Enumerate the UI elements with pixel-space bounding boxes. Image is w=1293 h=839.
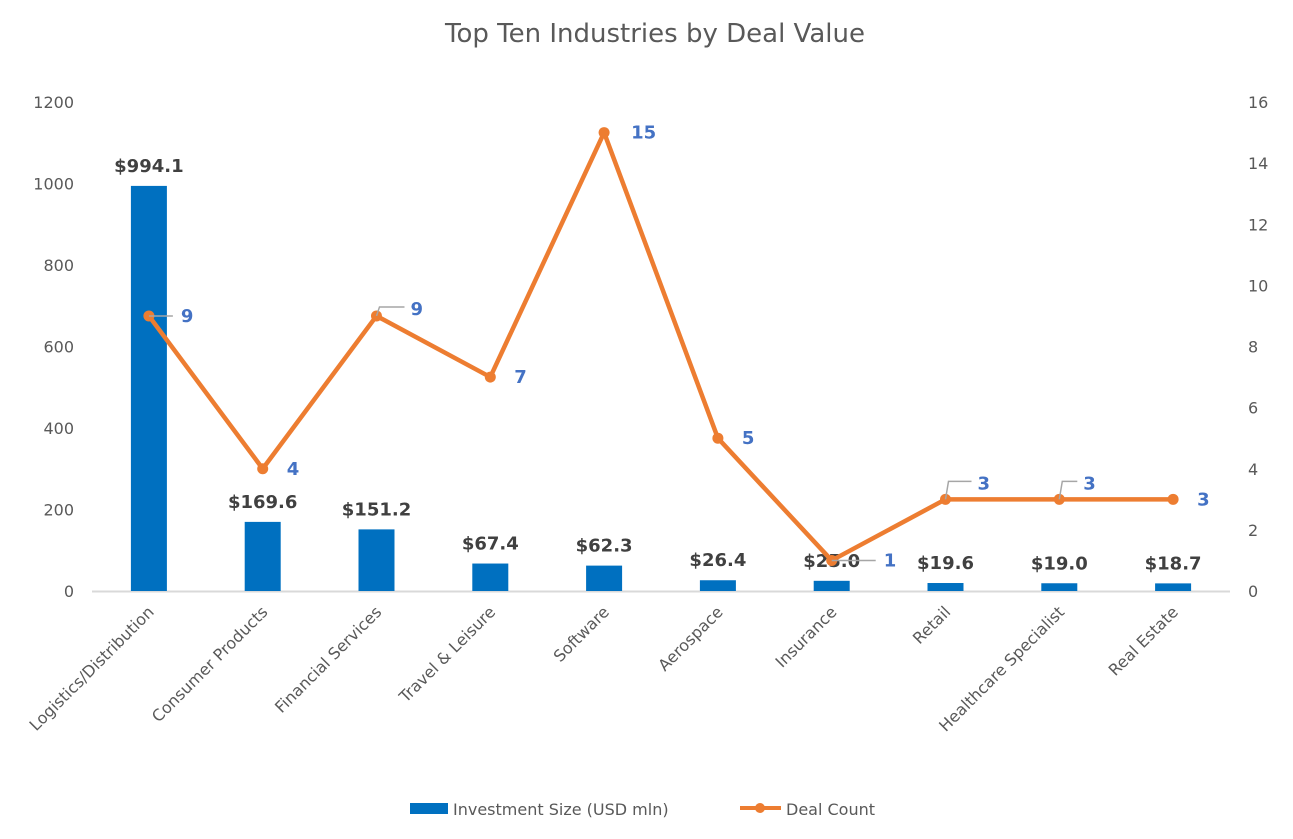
chart-title: Top Ten Industries by Deal Value (444, 19, 865, 49)
leader-line (1058, 480, 1078, 500)
bar-data-label: $19.6 (917, 553, 974, 574)
bar (130, 185, 167, 592)
y-axis-right: 0 2 4 6 8 10 12 14 16 (1248, 93, 1268, 601)
bar (699, 580, 736, 591)
line-data-label: 9 (411, 299, 424, 320)
line-data-label: 1 (884, 550, 897, 571)
bar-data-label: $62.3 (576, 536, 633, 557)
bar-data-label: $26.4 (689, 550, 746, 571)
y-tick-label-left: 600 (43, 338, 74, 357)
line-data-label: 5 (742, 428, 755, 449)
legend-line-marker (755, 803, 765, 813)
y-tick-label-right: 2 (1248, 521, 1258, 540)
line-data-label: 7 (514, 367, 527, 388)
line-marker (1167, 493, 1179, 505)
bar-data-label: $151.2 (342, 499, 411, 520)
line-data-label: 4 (287, 459, 300, 480)
line-marker (712, 432, 724, 444)
line-data-label: 3 (978, 473, 991, 494)
y-tick-label-right: 6 (1248, 399, 1258, 418)
y-tick-label-right: 10 (1248, 276, 1268, 295)
bar-data-label: $169.6 (228, 492, 297, 513)
line-marker (257, 463, 269, 475)
line-data-label: 3 (1197, 489, 1210, 510)
x-category-label: Retail (909, 602, 954, 647)
bar-data-label: $67.4 (462, 534, 519, 555)
bar (244, 521, 281, 591)
bar-data-labels: $994.1$169.6$151.2$67.4$62.3$26.4$25.0$1… (114, 156, 1201, 574)
bar (927, 583, 964, 591)
bar (813, 580, 850, 591)
legend: Investment Size (USD mln) Deal Count (410, 800, 875, 819)
bar-data-label: $19.0 (1031, 553, 1088, 574)
bar (1155, 583, 1192, 591)
legend-label-deal-count: Deal Count (786, 800, 875, 819)
y-tick-label-left: 1200 (33, 93, 74, 112)
line-data-label: 3 (1083, 473, 1096, 494)
y-tick-label-left: 200 (43, 501, 74, 520)
y-axis-left: 0 200 400 600 800 1000 1200 (33, 93, 74, 601)
x-category-label: Healthcare Specialist (935, 602, 1068, 735)
y-tick-label-left: 400 (43, 419, 74, 438)
bar-data-label: $18.7 (1145, 553, 1202, 574)
legend-label-investment: Investment Size (USD mln) (453, 800, 669, 819)
x-category-label: Insurance (772, 602, 841, 671)
bar (1041, 583, 1078, 591)
x-category-label: Consumer Products (148, 602, 272, 726)
y-tick-label-left: 1000 (33, 175, 74, 194)
y-tick-label-right: 14 (1248, 154, 1268, 173)
line-marker (484, 371, 496, 383)
x-category-label: Software (550, 602, 613, 665)
leader-line (375, 306, 405, 317)
legend-bar-swatch (410, 803, 448, 814)
y-tick-label-right: 16 (1248, 93, 1268, 112)
line-data-label: 15 (631, 123, 656, 144)
x-category-label: Logistics/Distribution (26, 602, 158, 734)
y-tick-label-left: 800 (43, 256, 74, 275)
bar (586, 565, 623, 591)
x-category-label: Financial Services (271, 602, 385, 716)
x-category-label: Aerospace (654, 602, 726, 674)
bar-data-label: $994.1 (114, 156, 183, 177)
line-series (143, 127, 1179, 566)
y-tick-label-right: 0 (1248, 582, 1258, 601)
line-marker (598, 127, 610, 139)
leader-line (944, 480, 972, 500)
y-tick-label-right: 8 (1248, 338, 1258, 357)
x-category-label: Travel & Leisure (395, 602, 499, 706)
bar (472, 563, 509, 591)
line-data-labels: 9 4 9 7 15 5 1 3 3 3 (148, 123, 1210, 571)
bar-series (130, 185, 1192, 592)
bar (358, 529, 395, 591)
y-tick-label-right: 12 (1248, 215, 1268, 234)
x-category-label: Real Estate (1105, 602, 1182, 679)
y-tick-label-left: 0 (64, 582, 74, 601)
deal-count-line (147, 130, 1174, 563)
y-tick-label-right: 4 (1248, 460, 1258, 479)
line-data-label: 9 (181, 306, 194, 327)
